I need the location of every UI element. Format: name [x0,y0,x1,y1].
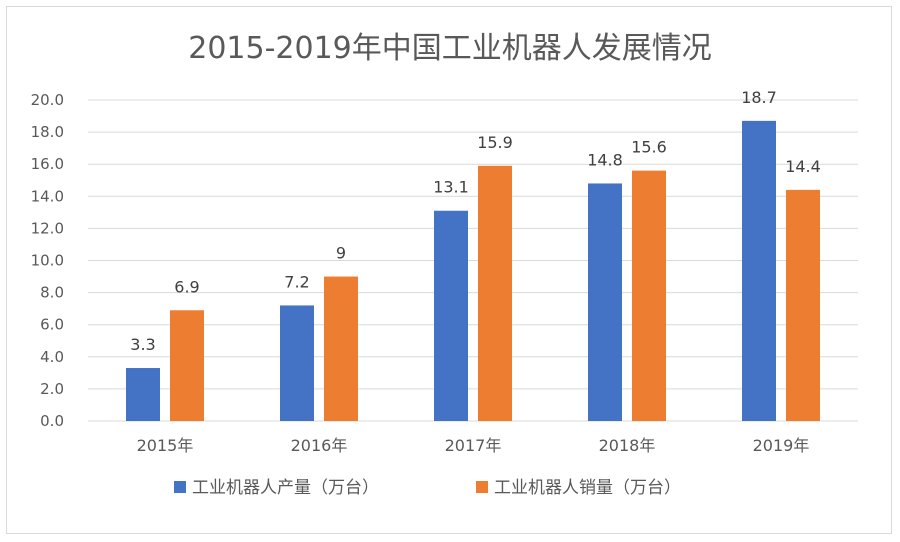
data-label: 15.9 [477,133,513,152]
y-tick-label: 10.0 [31,252,64,270]
y-tick-label: 2.0 [40,380,64,398]
bar-production [280,305,314,421]
data-label: 13.1 [433,178,469,197]
legend-swatch [476,481,488,493]
chart-title: 2015-2019年中国工业机器人发展情况 [188,31,712,66]
data-label: 14.8 [587,150,623,169]
bar-production [588,183,622,421]
data-label: 18.7 [741,88,777,107]
x-tick-label: 2019年 [753,436,810,455]
data-label: 15.6 [631,138,667,157]
x-tick-label: 2017年 [445,436,502,455]
data-label: 3.3 [130,335,155,354]
y-tick-label: 0.0 [40,412,64,430]
bar-sales [324,276,358,421]
bar-sales [786,189,820,421]
data-label: 14.4 [785,157,821,176]
x-tick-label: 2015年 [137,436,194,455]
bar-sales [478,165,512,421]
y-tick-label: 6.0 [40,316,64,334]
y-tick-label: 4.0 [40,348,64,366]
y-tick-label: 16.0 [31,155,64,173]
y-tick-label: 12.0 [31,219,64,237]
y-tick-label: 14.0 [31,187,64,205]
bar-production [126,368,160,421]
gridlines [88,99,858,422]
x-axis: 2015年 2016年 2017年 2018年 2019年 [137,436,810,455]
legend-label: 工业机器人产量（万台） [192,478,379,498]
y-tick-label: 18.0 [31,123,64,141]
legend-label: 工业机器人销量（万台） [494,478,681,498]
y-tick-label: 20.0 [31,91,64,109]
data-label: 7.2 [284,272,309,291]
x-tick-label: 2016年 [291,436,348,455]
y-tick-label: 8.0 [40,284,64,302]
data-label: 6.9 [174,277,199,296]
bar-production [742,120,776,422]
legend: 工业机器人产量（万台） 工业机器人销量（万台） [174,478,681,498]
data-labels: 3.3 6.9 7.2 9 13.1 15.9 14.8 15.6 18.7 14.4 [130,88,821,354]
legend-swatch [174,481,186,493]
bar-production [434,210,468,421]
bar-sales [632,170,666,421]
y-axis: 0.0 2.0 4.0 6.0 8.0 10.0 12.0 14.0 16.0 18.0 20.0 [31,91,64,430]
x-tick-label: 2018年 [599,436,656,455]
bar-sales [170,310,204,421]
data-label: 9 [336,244,346,263]
bars [126,120,820,422]
